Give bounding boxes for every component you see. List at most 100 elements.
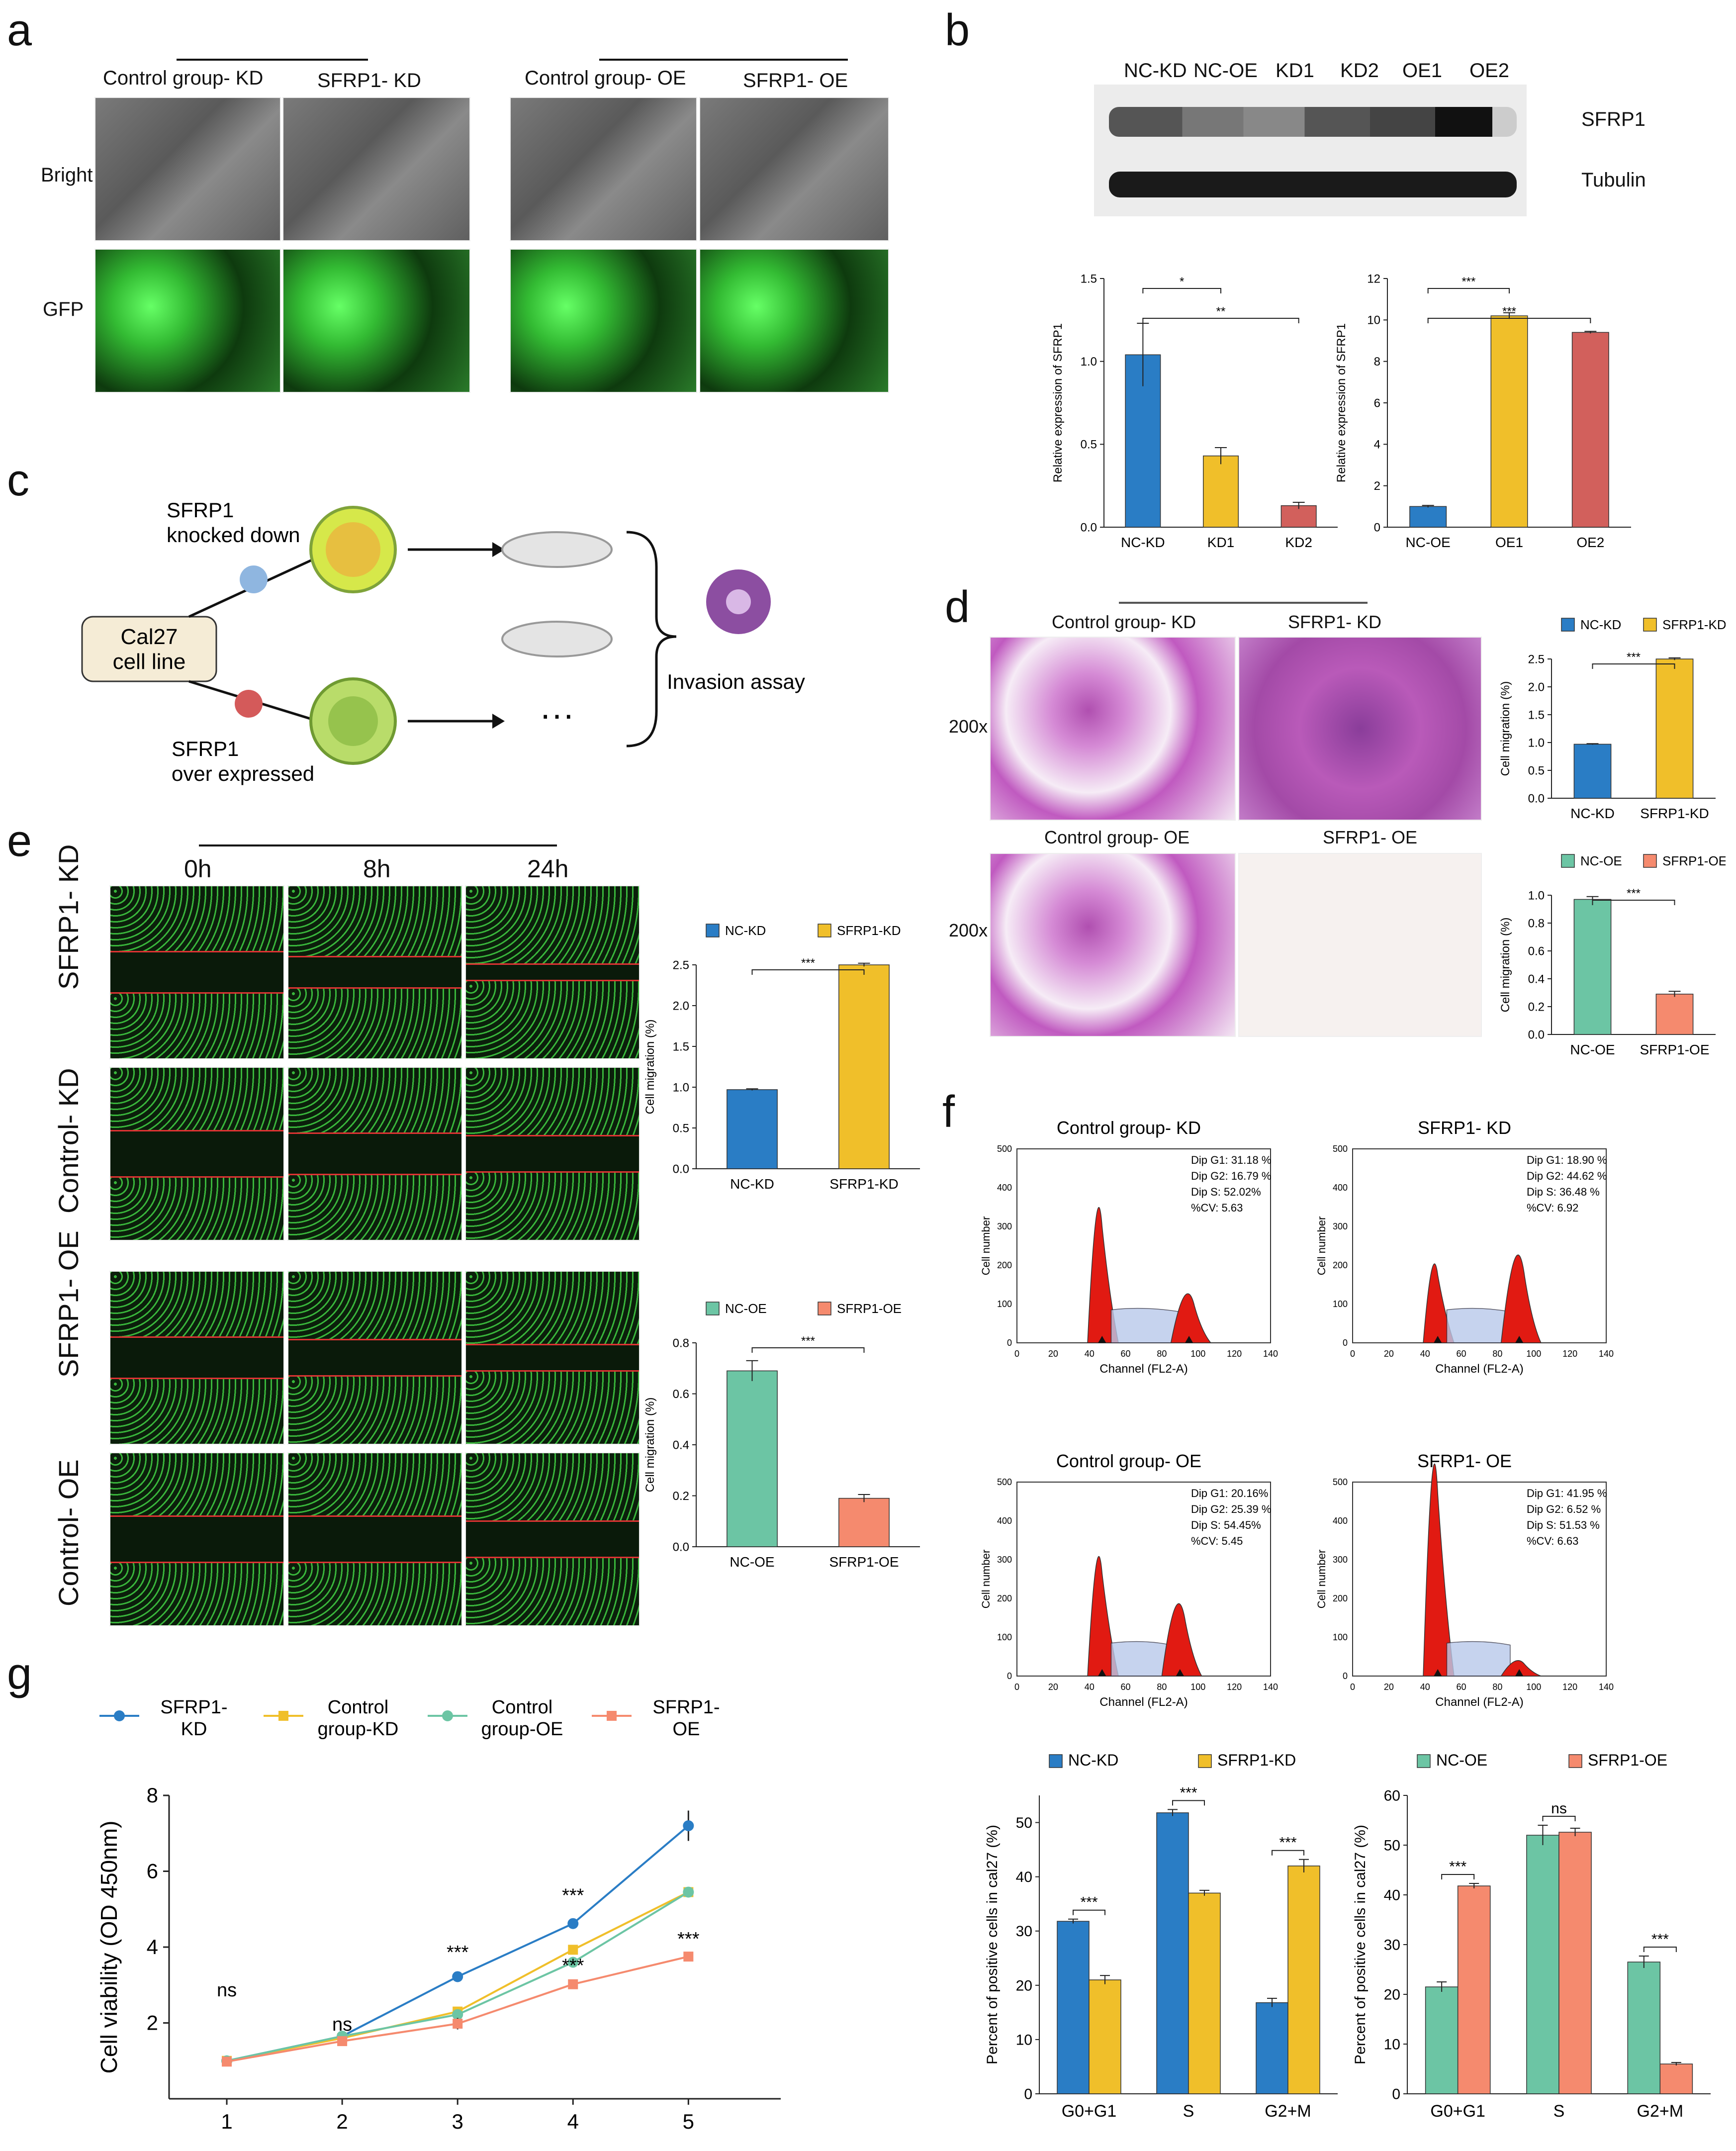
x-tick-label: 20 <box>1048 1349 1058 1359</box>
cell-cycle-histogram: Control group- OE 0 20 40 60 80 100 120 140 0 100 2… <box>980 1451 1278 1709</box>
group-bar <box>599 59 848 61</box>
group-label: Control group- OE <box>525 67 686 89</box>
y-axis-label: Cell viability (OD 450nm) <box>96 1821 122 2074</box>
data-point <box>567 1957 579 1968</box>
row-label: Control- KD <box>53 1068 84 1214</box>
y-tick-label: 200 <box>1333 1260 1348 1270</box>
bar-chart-invasion-oe: 0.0 0.2 0.4 0.6 0.8 1.0 Cell migration (%) NC-O… <box>1499 853 1726 1057</box>
cell-cycle-stat: Dip G2: 6.52 % <box>1527 1503 1601 1515</box>
significance-label: ns <box>332 2014 352 2035</box>
y-tick-label: 0.8 <box>673 1336 689 1350</box>
lane-label: OE1 <box>1402 60 1443 82</box>
wound-healing-image <box>287 885 462 1059</box>
wound-edge <box>110 1176 283 1240</box>
y-tick-label: 2.0 <box>1528 680 1545 694</box>
bar <box>1457 1885 1491 2094</box>
gfp-image <box>699 249 889 393</box>
invasion-stain-image <box>990 853 1236 1037</box>
x-axis-label: Channel (FL2-A) <box>1099 1695 1188 1709</box>
legend-swatch <box>818 924 831 937</box>
x-tick-label: 20 <box>1384 1682 1394 1692</box>
wound-edge <box>288 1453 461 1517</box>
x-tick-label: S <box>1553 2102 1565 2121</box>
y-tick-label: 200 <box>1333 1593 1348 1603</box>
significance-label: *** <box>677 1929 700 1950</box>
bright-field-image <box>510 97 697 241</box>
legend-label: SFRP1-KD <box>1662 617 1726 632</box>
y-tick-label: 1.5 <box>1081 272 1097 285</box>
y-axis-label: Relative expression of SFRP1 <box>1335 323 1348 482</box>
x-tick-label: 5 <box>683 2110 694 2133</box>
y-tick-label: 2.0 <box>673 999 689 1013</box>
y-axis-label: Cell migration (%) <box>643 1020 657 1115</box>
x-tick-label: 2 <box>336 2110 348 2133</box>
x-tick-label: 140 <box>1263 1682 1278 1692</box>
wound-healing-image <box>287 1271 462 1445</box>
bar <box>1558 1832 1592 2094</box>
bar <box>1655 994 1694 1035</box>
significance-label: *** <box>447 1942 469 1963</box>
wound-edge <box>466 1453 639 1522</box>
legend-swatch <box>1568 1754 1582 1768</box>
cell-cycle-histogram: SFRP1- OE 0 20 40 60 80 100 120 140 0 100 200 300 400… <box>1315 1451 1614 1709</box>
bar <box>1526 1835 1559 2094</box>
x-tick-label: 140 <box>1599 1682 1614 1692</box>
y-tick-label: 0.4 <box>1528 972 1545 986</box>
y-tick-label: 2 <box>147 2011 158 2035</box>
data-point <box>453 2019 463 2029</box>
wound-edge <box>466 1171 639 1240</box>
y-tick-label: 100 <box>1333 1632 1348 1642</box>
data-point <box>452 1971 463 1982</box>
significance-bracket <box>1142 318 1299 323</box>
legend-marker <box>442 1710 453 1721</box>
bar <box>1659 2063 1693 2094</box>
x-tick-label: 3 <box>452 2110 463 2133</box>
wound-edge <box>466 980 639 1058</box>
bar <box>1571 332 1609 528</box>
y-tick-label: 0.6 <box>673 1388 689 1401</box>
legend-label: SFRP1-OE <box>1588 1751 1667 1769</box>
peak-marker <box>1185 1336 1193 1343</box>
panel-b-letter: b <box>945 5 970 55</box>
data-point <box>683 1886 694 1898</box>
significance-label: ns <box>1551 1800 1567 1817</box>
cell-cycle-stat: %CV: 6.92 <box>1527 1202 1578 1214</box>
data-point <box>683 1952 694 1962</box>
cell-cycle-stat: Dip G1: 31.18 % <box>1191 1154 1271 1166</box>
x-tick-label: 80 <box>1492 1682 1502 1692</box>
x-tick-label: 40 <box>1085 1682 1095 1692</box>
wound-edge <box>466 1370 639 1444</box>
time-label: 24h <box>527 855 569 883</box>
x-tick-label: G0+G1 <box>1430 2102 1485 2121</box>
significance-bracket <box>1592 900 1675 905</box>
legend-label: SFRP1-OE <box>652 1697 720 1740</box>
y-tick-label: 300 <box>1333 1221 1348 1231</box>
wound-edge <box>110 1453 283 1517</box>
row-label: Control- OE <box>53 1459 84 1606</box>
gfp-image <box>510 249 697 393</box>
legend-label: NC-KD <box>725 923 766 938</box>
x-tick-label: OE2 <box>1576 535 1604 550</box>
wound-healing-image <box>465 1452 640 1626</box>
group-label: Control group- KD <box>103 67 264 89</box>
invasion-stain-image <box>990 637 1236 821</box>
x-tick-label: 60 <box>1121 1349 1131 1359</box>
overexpressed-label: over expressed <box>172 762 314 785</box>
bar <box>1287 1866 1320 2094</box>
magnification-label: 200x <box>949 920 988 940</box>
y-tick-label: 0.0 <box>1081 521 1097 534</box>
significance-label: ns <box>217 1980 237 2001</box>
x-tick-label: 100 <box>1526 1349 1541 1359</box>
histogram-title: Control group- KD <box>1057 1118 1201 1138</box>
y-tick-label: 2.5 <box>1528 653 1545 666</box>
significance-label: *** <box>1279 1835 1296 1851</box>
legend-swatch <box>1561 618 1575 632</box>
peak-marker <box>1434 1336 1442 1343</box>
wound-edge <box>466 1557 639 1625</box>
group-label: Control group- OE <box>1044 827 1190 847</box>
g2-peak <box>1500 1660 1542 1677</box>
bar <box>1089 1979 1121 2094</box>
y-tick-label: 400 <box>997 1516 1012 1526</box>
cell-line-box <box>81 616 217 682</box>
legend-swatch <box>1643 618 1657 632</box>
